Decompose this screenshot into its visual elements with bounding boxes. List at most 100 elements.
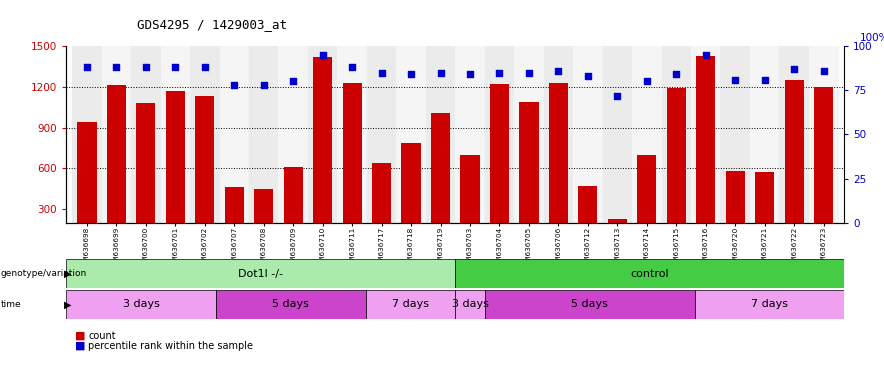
Point bbox=[787, 66, 801, 72]
Bar bbox=[780, 46, 809, 223]
Bar bbox=[632, 46, 661, 223]
Bar bbox=[401, 142, 421, 250]
Point bbox=[139, 64, 153, 70]
Bar bbox=[284, 167, 303, 250]
Bar bbox=[343, 83, 362, 250]
Bar bbox=[131, 46, 161, 223]
Bar bbox=[755, 172, 774, 250]
Bar bbox=[66, 290, 216, 319]
Bar bbox=[66, 259, 455, 288]
Point bbox=[286, 78, 301, 84]
Bar bbox=[136, 103, 156, 250]
Bar bbox=[809, 46, 838, 223]
Bar bbox=[785, 80, 804, 250]
Bar bbox=[520, 102, 538, 250]
Text: 7 days: 7 days bbox=[751, 299, 788, 310]
Bar bbox=[484, 46, 514, 223]
Text: ▶: ▶ bbox=[64, 268, 71, 279]
Bar bbox=[490, 84, 509, 250]
Text: ■: ■ bbox=[75, 331, 86, 341]
Point bbox=[463, 71, 477, 78]
Bar bbox=[455, 259, 844, 288]
Bar bbox=[814, 87, 833, 250]
Text: control: control bbox=[630, 268, 669, 279]
Bar bbox=[608, 218, 627, 250]
Point bbox=[80, 64, 94, 70]
Bar bbox=[691, 46, 720, 223]
Point bbox=[522, 70, 536, 76]
Point bbox=[198, 64, 212, 70]
Point bbox=[581, 73, 595, 79]
Bar bbox=[78, 122, 96, 250]
Text: GDS4295 / 1429003_at: GDS4295 / 1429003_at bbox=[137, 18, 287, 31]
Point bbox=[345, 64, 359, 70]
Bar bbox=[720, 46, 750, 223]
Bar bbox=[726, 171, 744, 250]
Bar bbox=[102, 46, 131, 223]
Point bbox=[492, 70, 507, 76]
Point bbox=[316, 52, 330, 58]
Bar bbox=[431, 113, 450, 250]
Bar bbox=[249, 46, 278, 223]
Text: 7 days: 7 days bbox=[392, 299, 429, 310]
Bar bbox=[278, 46, 308, 223]
Bar bbox=[396, 46, 426, 223]
Bar bbox=[255, 189, 273, 250]
Bar bbox=[485, 290, 695, 319]
Point bbox=[375, 70, 389, 76]
Text: 5 days: 5 days bbox=[272, 299, 309, 310]
Text: time: time bbox=[1, 300, 21, 309]
Bar bbox=[166, 91, 185, 250]
Bar bbox=[637, 155, 656, 250]
Text: ▶: ▶ bbox=[64, 299, 71, 310]
Point bbox=[168, 64, 182, 70]
Bar bbox=[107, 86, 126, 250]
Bar bbox=[365, 290, 455, 319]
Point bbox=[640, 78, 654, 84]
Bar bbox=[426, 46, 455, 223]
Point bbox=[728, 76, 743, 83]
Bar bbox=[338, 46, 367, 223]
Bar bbox=[695, 290, 844, 319]
Point bbox=[256, 82, 271, 88]
Bar bbox=[667, 88, 686, 250]
Text: count: count bbox=[88, 331, 116, 341]
Bar bbox=[750, 46, 780, 223]
Bar bbox=[661, 46, 691, 223]
Bar bbox=[195, 96, 214, 250]
Bar bbox=[161, 46, 190, 223]
Point bbox=[610, 93, 624, 99]
Point bbox=[552, 68, 566, 74]
Text: 3 days: 3 days bbox=[452, 299, 489, 310]
Bar bbox=[72, 46, 102, 223]
Point bbox=[110, 64, 124, 70]
Bar bbox=[219, 46, 249, 223]
Point bbox=[404, 71, 418, 78]
Bar bbox=[549, 83, 568, 250]
Bar bbox=[455, 290, 485, 319]
Bar bbox=[544, 46, 573, 223]
Text: 100%: 100% bbox=[860, 33, 884, 43]
Bar bbox=[573, 46, 603, 223]
Point bbox=[758, 76, 772, 83]
Point bbox=[817, 68, 831, 74]
Bar bbox=[313, 57, 332, 250]
Text: Dot1l -/-: Dot1l -/- bbox=[239, 268, 283, 279]
Bar bbox=[603, 46, 632, 223]
Text: 3 days: 3 days bbox=[123, 299, 159, 310]
Bar bbox=[455, 46, 484, 223]
Bar bbox=[216, 290, 365, 319]
Text: 5 days: 5 days bbox=[571, 299, 608, 310]
Bar bbox=[225, 187, 244, 250]
Point bbox=[433, 70, 447, 76]
Bar bbox=[367, 46, 396, 223]
Text: genotype/variation: genotype/variation bbox=[1, 269, 88, 278]
Point bbox=[698, 52, 713, 58]
Bar bbox=[697, 56, 715, 250]
Bar bbox=[514, 46, 544, 223]
Point bbox=[227, 82, 241, 88]
Bar bbox=[461, 155, 480, 250]
Text: percentile rank within the sample: percentile rank within the sample bbox=[88, 341, 254, 351]
Bar bbox=[578, 186, 598, 250]
Point bbox=[669, 71, 683, 78]
